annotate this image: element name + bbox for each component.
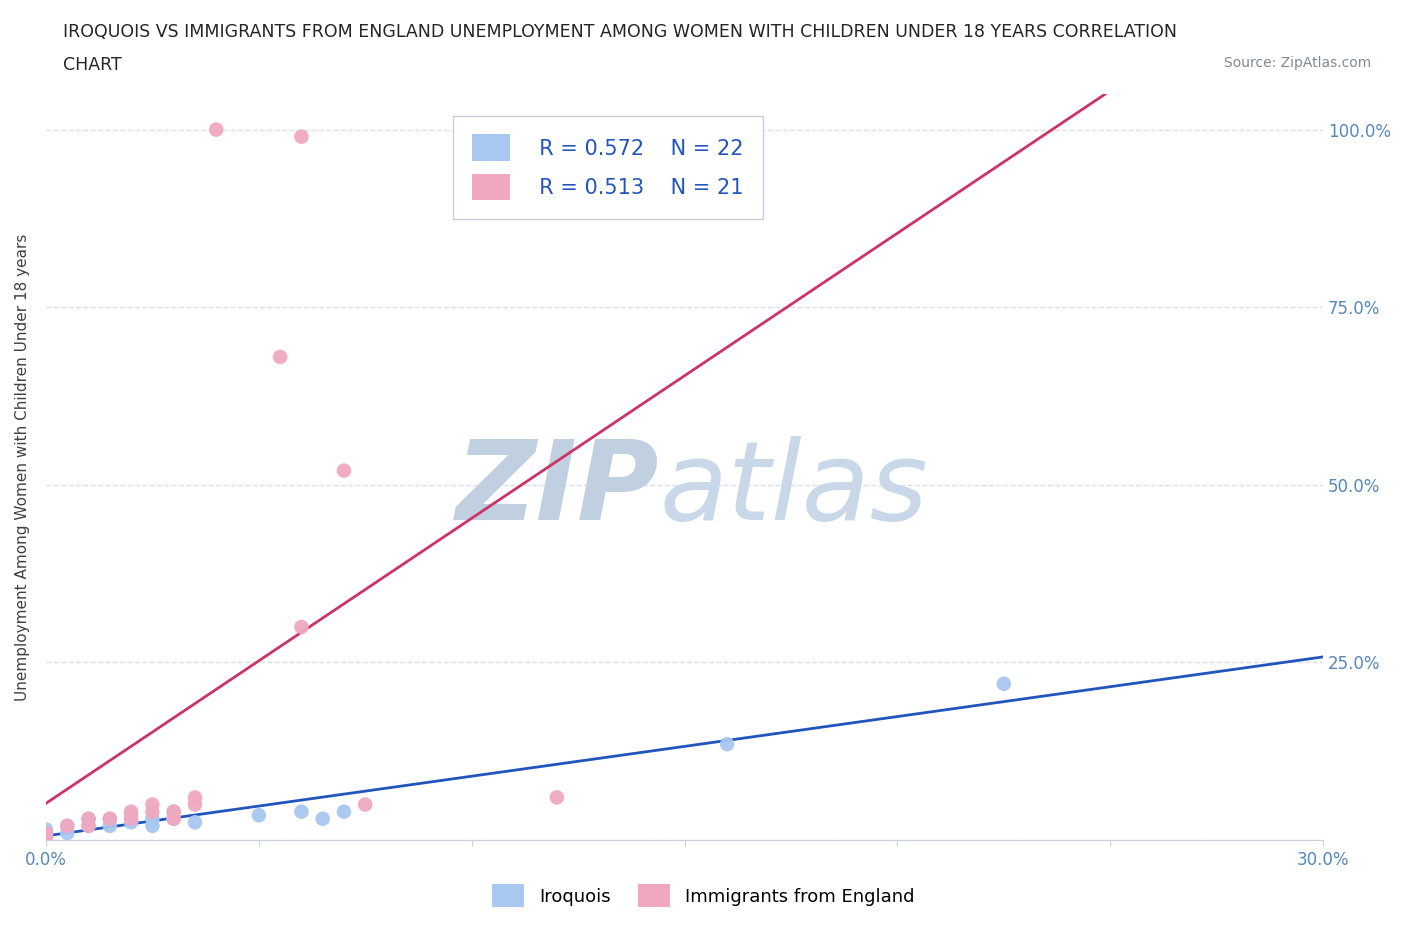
Point [184,790,207,804]
Point [354,797,377,812]
Point [163,811,186,826]
Text: CHART: CHART [63,56,122,73]
Point [56,818,79,833]
Point [35,826,58,841]
Point [120,811,142,826]
Point [98,811,121,826]
Point [141,797,163,812]
Point [163,804,186,819]
Point [77,811,100,826]
Point [333,804,356,819]
Point [98,811,121,826]
Legend:   R = 0.572    N = 22,   R = 0.513    N = 21: R = 0.572 N = 22, R = 0.513 N = 21 [453,115,762,219]
Point [290,129,312,144]
Point [35,826,58,841]
Point [205,122,228,137]
Point [312,811,335,826]
Point [163,804,186,819]
Point [98,818,121,833]
Point [120,808,142,823]
Point [35,822,58,837]
Point [184,815,207,830]
Point [77,818,100,833]
Point [290,804,312,819]
Y-axis label: Unemployment Among Women with Children Under 18 years: Unemployment Among Women with Children U… [15,233,30,700]
Point [716,737,738,751]
Point [269,350,291,365]
Legend: Iroquois, Immigrants from England: Iroquois, Immigrants from England [482,875,924,916]
Point [184,797,207,812]
Point [141,804,163,819]
Point [993,676,1015,691]
Point [546,790,568,804]
Point [247,808,270,823]
Point [120,815,142,830]
Point [56,826,79,841]
Text: ZIP: ZIP [456,436,659,543]
Point [35,829,58,844]
Point [141,811,163,826]
Point [77,811,100,826]
Point [77,818,100,833]
Point [56,818,79,833]
Point [290,619,312,634]
Point [35,829,58,844]
Point [120,804,142,819]
Text: atlas: atlas [659,436,928,543]
Text: IROQUOIS VS IMMIGRANTS FROM ENGLAND UNEMPLOYMENT AMONG WOMEN WITH CHILDREN UNDER: IROQUOIS VS IMMIGRANTS FROM ENGLAND UNEM… [63,23,1177,41]
Text: Source: ZipAtlas.com: Source: ZipAtlas.com [1223,56,1371,70]
Point [141,818,163,833]
Point [163,811,186,826]
Point [333,463,356,478]
